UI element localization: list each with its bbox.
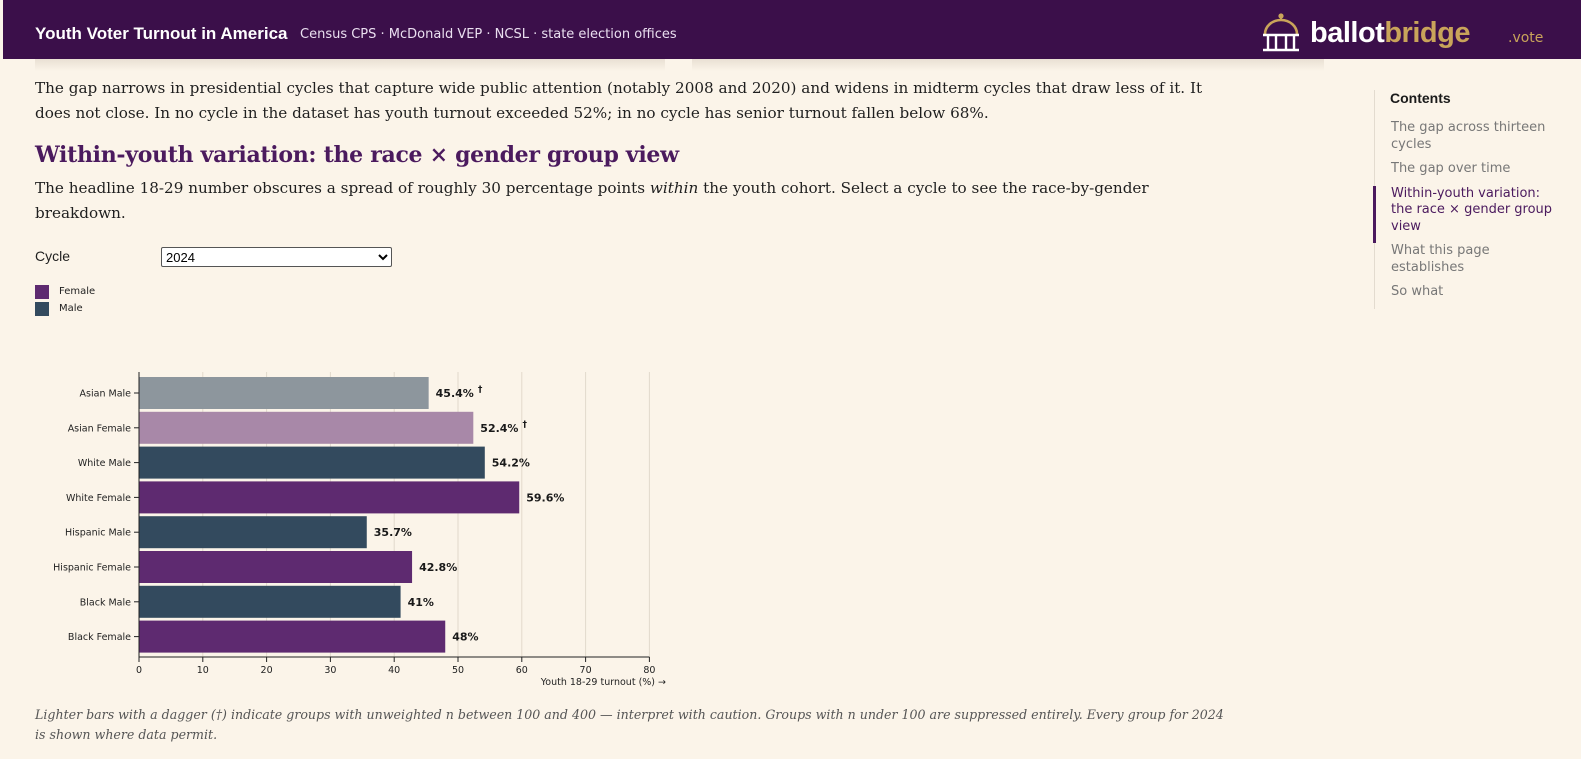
toc-item-gap-over-time[interactable]: The gap over time (1391, 161, 1511, 176)
legend-item-male: Male (35, 300, 95, 317)
toc-title: Contents (1390, 90, 1451, 106)
brand-logo-part2: bridge (1384, 17, 1470, 49)
card-shadow (692, 59, 1324, 71)
capitol-dome-icon[interactable] (1261, 12, 1301, 52)
value-label: 41% (408, 596, 434, 609)
turnout-bar-chart: Asian Male 45.4% † Asian Female 52.4% † White … (53, 372, 666, 688)
section-title: Within-youth variation: the race × gende… (35, 142, 679, 168)
legend-label-male: Male (59, 303, 83, 314)
legend-swatch-female (35, 284, 49, 299)
toc-item-gap-across-cycles[interactable]: The gap across thirteen cycles (1391, 120, 1546, 152)
category-label: Hispanic Female (53, 563, 131, 574)
x-tick-label: 10 (197, 665, 209, 676)
category-label: White Male (78, 458, 131, 469)
chart-legend: Female Male (35, 283, 95, 317)
x-tick-label: 80 (643, 665, 655, 676)
x-tick-label: 30 (324, 665, 336, 676)
x-axis-label: Youth 18-29 turnout (%) → (540, 677, 666, 688)
section-paragraph: The headline 18-29 number obscures a spr… (35, 176, 1215, 226)
legend-swatch-male (35, 301, 49, 316)
toc-item-what-page-establishes[interactable]: What this page establishes (1391, 243, 1490, 275)
value-label: 48% (452, 631, 478, 644)
dagger-mark: † (478, 385, 483, 395)
category-label: Hispanic Male (65, 528, 131, 539)
value-label: 45.4% (436, 387, 474, 400)
category-label: White Female (66, 493, 131, 504)
x-tick-label: 50 (452, 665, 464, 676)
toc-item-so-what[interactable]: So what (1391, 284, 1444, 299)
brand-logo-part1: ballot (1310, 17, 1385, 49)
top-bar: Youth Voter Turnout in America Census CP… (3, 0, 1581, 59)
cycle-select[interactable]: 2024 (161, 247, 392, 267)
legend-item-female: Female (35, 283, 95, 300)
bar (139, 620, 446, 653)
header-sources: Census CPS · McDonald VEP · NCSL · state… (300, 27, 677, 42)
legend-label-female: Female (59, 286, 96, 297)
category-label: Black Female (68, 632, 131, 643)
chart-footnote: Lighter bars with a dagger (†) indicate … (35, 707, 1224, 742)
table-of-contents: Contents The gap across thirteen cycles … (1373, 90, 1560, 309)
bar (139, 377, 429, 409)
card-shadow (35, 59, 665, 71)
vote-link[interactable]: .vote (1508, 30, 1544, 46)
bar (139, 585, 401, 618)
intro-paragraph: The gap narrows in presidential cycles t… (35, 79, 1203, 122)
toc-item-within-youth-variation[interactable]: Within-youth variation: the race × gende… (1373, 185, 1560, 243)
x-tick-label: 0 (136, 665, 142, 676)
section-paragraph-start: The headline 18-29 number obscures a spr… (35, 179, 650, 197)
x-tick-label: 40 (388, 665, 400, 676)
value-label: 59.6% (526, 491, 564, 504)
cycle-label: Cycle (35, 248, 71, 264)
x-tick-label: 60 (516, 665, 528, 676)
dagger-mark: † (522, 420, 527, 430)
value-label: 35.7% (374, 526, 412, 539)
category-label: Black Male (80, 597, 131, 608)
bar (139, 446, 485, 479)
bar (139, 516, 367, 549)
app-title: Youth Voter Turnout in America (35, 24, 288, 43)
bar (139, 481, 520, 514)
x-tick-label: 20 (261, 665, 273, 676)
category-label: Asian Female (68, 423, 131, 434)
bar (139, 551, 413, 583)
x-tick-label: 70 (580, 665, 592, 676)
section-paragraph-end: the youth cohort. Select a cycle to see … (35, 179, 1149, 222)
value-label: 52.4% (480, 422, 518, 435)
value-label: 54.2% (492, 457, 530, 470)
value-label: 42.8% (419, 561, 457, 574)
bar (139, 411, 474, 444)
section-paragraph-emphasis: within (649, 179, 699, 197)
category-label: Asian Male (80, 389, 132, 400)
brand-logo[interactable]: ballotbridge (1310, 17, 1470, 50)
